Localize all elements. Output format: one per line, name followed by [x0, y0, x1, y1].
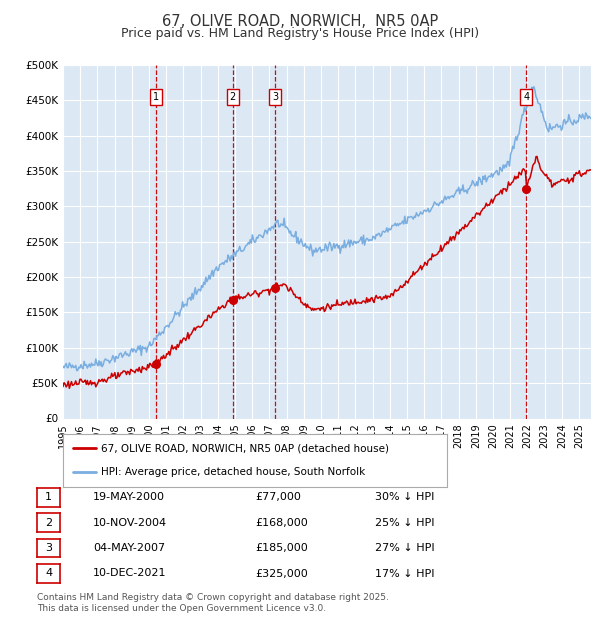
Text: 17% ↓ HPI: 17% ↓ HPI: [375, 569, 434, 578]
Text: £168,000: £168,000: [255, 518, 308, 528]
Text: 10-NOV-2004: 10-NOV-2004: [93, 518, 167, 528]
Text: 19-MAY-2000: 19-MAY-2000: [93, 492, 165, 502]
Text: 25% ↓ HPI: 25% ↓ HPI: [375, 518, 434, 528]
Text: 30% ↓ HPI: 30% ↓ HPI: [375, 492, 434, 502]
Text: 2: 2: [229, 92, 236, 102]
Text: Price paid vs. HM Land Registry's House Price Index (HPI): Price paid vs. HM Land Registry's House …: [121, 27, 479, 40]
Text: 27% ↓ HPI: 27% ↓ HPI: [375, 543, 434, 553]
Text: 67, OLIVE ROAD, NORWICH, NR5 0AP (detached house): 67, OLIVE ROAD, NORWICH, NR5 0AP (detach…: [101, 443, 389, 453]
Text: 3: 3: [45, 543, 52, 553]
Text: 1: 1: [152, 92, 158, 102]
Text: 10-DEC-2021: 10-DEC-2021: [93, 569, 167, 578]
Text: 4: 4: [45, 569, 52, 578]
Text: 04-MAY-2007: 04-MAY-2007: [93, 543, 165, 553]
Text: 67, OLIVE ROAD, NORWICH,  NR5 0AP: 67, OLIVE ROAD, NORWICH, NR5 0AP: [162, 14, 438, 29]
Text: Contains HM Land Registry data © Crown copyright and database right 2025.
This d: Contains HM Land Registry data © Crown c…: [37, 593, 389, 613]
Text: 4: 4: [523, 92, 529, 102]
Text: 3: 3: [272, 92, 278, 102]
Text: HPI: Average price, detached house, South Norfolk: HPI: Average price, detached house, Sout…: [101, 467, 365, 477]
Text: 2: 2: [45, 518, 52, 528]
Text: 1: 1: [45, 492, 52, 502]
Text: £325,000: £325,000: [255, 569, 308, 578]
Text: £185,000: £185,000: [255, 543, 308, 553]
Text: £77,000: £77,000: [255, 492, 301, 502]
